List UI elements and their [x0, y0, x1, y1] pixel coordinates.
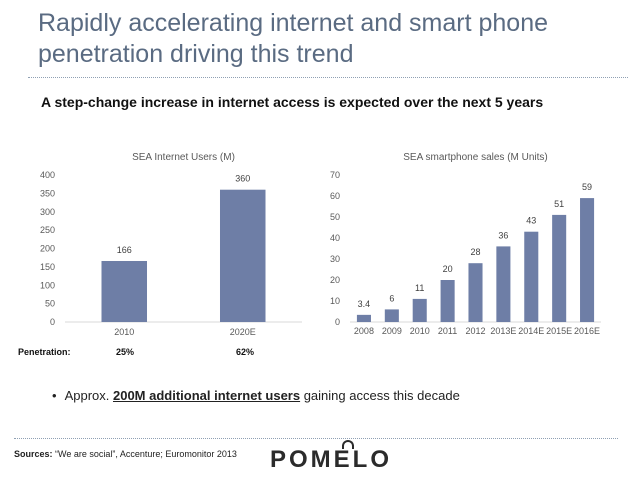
bar: [496, 246, 511, 322]
y-tick-label: 100: [40, 280, 55, 290]
key-point-bullet: • Approx. 200M additional internet users …: [52, 388, 460, 403]
y-tick-label: 0: [50, 317, 55, 327]
y-tick-label: 10: [330, 296, 340, 306]
sources-note: Sources: “We are social”, Accenture; Eur…: [14, 449, 237, 459]
y-tick-label: 30: [330, 254, 340, 264]
x-tick-label: 2012: [465, 326, 485, 336]
x-tick-label: 2010: [410, 326, 430, 336]
smartphone-sales-chart: SEA smartphone sales (M Units) 0 10 20 30 40 5…: [330, 152, 601, 336]
x-tick-label: 2009: [382, 326, 402, 336]
x-tick-label: 2013E: [490, 326, 516, 336]
y-tick-label: 400: [40, 170, 55, 180]
bullet-dot: •: [52, 388, 57, 403]
y-tick-label: 50: [330, 212, 340, 222]
sources-label: Sources:: [14, 449, 53, 459]
x-tick-label: 2008: [354, 326, 374, 336]
slide-title: Rapidly accelerating internet and smart …: [38, 9, 549, 68]
x-tick-label: 2015E: [546, 326, 572, 336]
data-label: 20: [443, 264, 453, 274]
footer-divider: [14, 438, 618, 439]
penetration-2020e: 62%: [236, 347, 255, 357]
y-tick-label: 300: [40, 207, 55, 217]
y-tick-label: 50: [45, 299, 55, 309]
penetration-2010: 25%: [116, 347, 135, 357]
bar: [412, 298, 427, 322]
chart-title: SEA smartphone sales (M Units): [403, 152, 548, 163]
data-label: 43: [526, 216, 536, 226]
y-tick-label: 0: [335, 317, 340, 327]
x-tick-label: 2011: [438, 326, 457, 336]
y-tick-label: 60: [330, 191, 340, 201]
title-divider: [28, 77, 628, 78]
bar: [440, 280, 455, 322]
data-label: 28: [470, 247, 480, 257]
data-label: 36: [498, 230, 508, 240]
penetration-label: Penetration:: [18, 347, 71, 357]
pomelo-logo: POMELO: [270, 446, 393, 473]
bullet-prefix: Approx.: [64, 388, 113, 403]
x-tick-label: 2016E: [574, 326, 600, 336]
bar: [524, 231, 539, 322]
data-label: 59: [582, 182, 592, 192]
y-tick-label: 250: [40, 225, 55, 235]
logo-arc-icon: [342, 440, 354, 449]
bullet-emphasis: 200M additional internet users: [112, 388, 301, 403]
y-tick-label: 200: [40, 244, 55, 254]
slide-subtitle: A step-change increase in internet acces…: [41, 94, 544, 110]
x-tick-label: 2020E: [230, 327, 256, 337]
y-tick-label: 20: [330, 275, 340, 285]
sources-text: “We are social”, Accenture; Euromonitor …: [52, 449, 237, 459]
bullet-suffix: gaining access this decade: [300, 388, 460, 403]
chart-title: SEA Internet Users (M): [132, 152, 235, 163]
y-tick-label: 70: [330, 170, 340, 180]
bar: [384, 309, 399, 322]
x-tick-label: 2014E: [518, 326, 544, 336]
y-tick-label: 150: [40, 262, 55, 272]
bar: [580, 198, 595, 322]
data-label: 3.4: [358, 299, 371, 309]
bar: [101, 260, 148, 322]
y-tick-label: 350: [40, 188, 55, 198]
data-label: 6: [389, 293, 394, 303]
data-label: 166: [117, 245, 132, 255]
data-label: 51: [554, 199, 564, 209]
bar: [219, 189, 266, 322]
bar: [356, 314, 371, 322]
bar: [552, 214, 567, 322]
data-label: 360: [235, 174, 250, 184]
data-label: 11: [415, 283, 424, 293]
y-tick-label: 40: [330, 233, 340, 243]
internet-users-chart: SEA Internet Users (M) 0 50 100 150 200 250 300…: [40, 152, 302, 337]
bar: [468, 263, 483, 322]
x-tick-label: 2010: [114, 327, 134, 337]
